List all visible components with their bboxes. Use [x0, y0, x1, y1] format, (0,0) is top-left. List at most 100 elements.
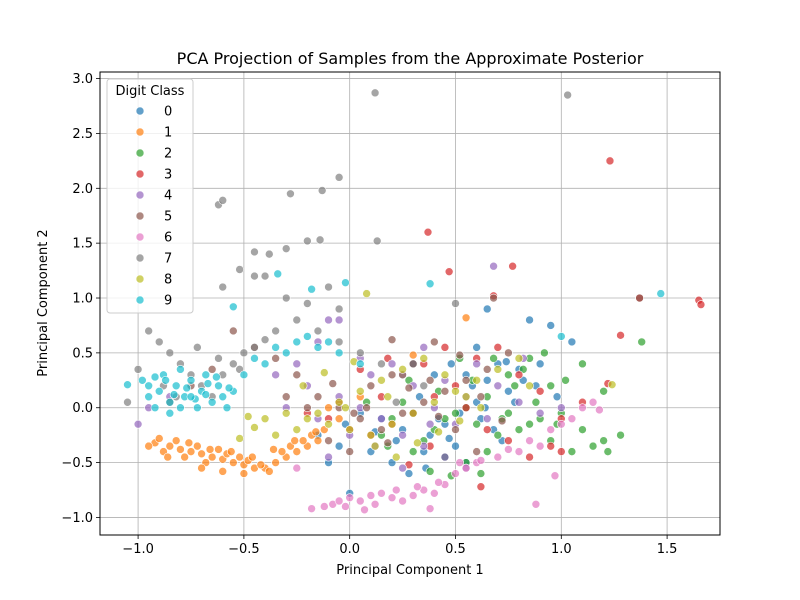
data-point-class-5	[328, 379, 338, 388]
data-point-class-7	[563, 90, 572, 100]
data-point-class-8	[430, 397, 439, 407]
y-tick-label: 1.0	[72, 292, 93, 307]
data-point-class-5	[489, 293, 498, 303]
data-point-class-5	[425, 376, 435, 385]
legend-items: 0 1 2 3 4 5 6 7 8 9	[135, 105, 172, 309]
data-point-class-4	[556, 403, 566, 413]
data-point-class-3	[423, 227, 433, 237]
data-point-class-0	[391, 436, 401, 445]
data-point-class-9	[150, 372, 160, 382]
y-tick-label: 3.0	[72, 72, 93, 87]
data-point-class-8	[324, 419, 333, 429]
data-point-class-4	[324, 452, 333, 462]
data-point-class-8	[377, 376, 386, 385]
data-point-class-5	[434, 412, 443, 421]
data-point-class-6	[434, 478, 443, 487]
data-point-class-9	[203, 379, 213, 388]
data-point-class-7	[292, 315, 302, 325]
data-point-class-8	[525, 381, 534, 391]
data-point-class-8	[298, 381, 308, 391]
legend-marker	[135, 211, 145, 221]
data-point-class-5	[455, 350, 465, 360]
data-point-class-8	[476, 403, 486, 413]
data-point-class-5	[271, 354, 280, 363]
data-point-class-7	[123, 397, 132, 407]
data-point-class-7	[165, 348, 175, 358]
data-point-class-8	[341, 403, 350, 413]
data-point-class-6	[320, 502, 329, 511]
legend-label: 1	[164, 126, 172, 141]
data-point-class-1	[197, 463, 206, 473]
y-tick-label: −0.5	[61, 456, 93, 471]
data-point-class-2	[451, 408, 460, 418]
data-point-class-9	[165, 408, 175, 418]
data-point-class-4	[489, 261, 498, 271]
data-point-class-1	[205, 445, 215, 454]
data-point-class-8	[370, 441, 380, 451]
legend-marker	[135, 274, 145, 284]
plot-frame	[99, 71, 721, 536]
data-point-class-9	[144, 392, 153, 402]
data-point-class-6	[567, 414, 577, 424]
data-point-class-2	[578, 359, 587, 369]
data-point-class-3	[504, 436, 513, 445]
data-point-class-1	[171, 436, 181, 445]
data-point-class-9	[201, 370, 211, 380]
data-point-class-6	[546, 425, 556, 434]
data-point-class-0	[504, 386, 513, 396]
data-point-class-1	[154, 434, 164, 443]
data-point-class-0	[482, 304, 492, 314]
data-point-class-6	[430, 489, 439, 498]
data-point-class-5	[482, 365, 492, 374]
data-point-class-2	[525, 419, 534, 429]
data-point-class-9	[239, 370, 249, 380]
data-point-class-7	[144, 326, 153, 336]
data-point-class-2	[588, 441, 598, 451]
data-point-class-9	[123, 380, 132, 389]
data-point-class-1	[324, 403, 333, 413]
data-point-class-9	[176, 403, 185, 413]
data-point-class-2	[546, 381, 556, 391]
data-point-class-1	[163, 452, 173, 462]
data-point-class-4	[419, 343, 429, 352]
data-point-class-4	[440, 452, 450, 462]
data-point-class-5	[398, 408, 407, 418]
data-point-class-5	[387, 370, 397, 380]
data-point-class-5	[362, 403, 371, 413]
legend-title: Digit Class	[116, 84, 185, 99]
data-point-class-6	[370, 499, 380, 509]
y-tick-label: 0.5	[72, 346, 93, 361]
y-tick-label: 2.5	[72, 127, 93, 142]
data-point-class-9	[260, 359, 270, 369]
legend-marker	[135, 232, 145, 242]
data-point-class-8	[472, 376, 481, 385]
data-point-class-7	[370, 88, 380, 98]
data-point-class-8	[387, 419, 397, 429]
data-point-class-9	[186, 376, 196, 385]
data-point-class-5	[349, 408, 359, 418]
legend-label: 3	[164, 168, 172, 183]
data-point-class-1	[239, 469, 249, 478]
data-point-class-7	[303, 299, 312, 308]
data-point-class-7	[260, 335, 270, 345]
data-point-class-0	[482, 376, 492, 385]
data-point-class-9	[224, 383, 234, 393]
data-point-class-5	[229, 326, 238, 336]
data-point-class-7	[281, 293, 291, 303]
data-point-class-9	[341, 278, 350, 287]
data-point-class-3	[525, 452, 534, 462]
data-point-class-7	[334, 304, 344, 314]
data-point-class-7	[260, 271, 270, 281]
data-point-class-8	[355, 386, 365, 396]
data-point-class-8	[271, 430, 280, 440]
data-point-class-8	[260, 414, 270, 424]
data-point-class-4	[271, 370, 280, 380]
data-point-class-6	[535, 441, 545, 451]
data-point-class-8	[408, 408, 418, 418]
data-point-class-2	[637, 337, 647, 347]
data-point-class-9	[556, 332, 566, 341]
data-point-class-8	[514, 354, 524, 363]
data-point-class-8	[391, 452, 401, 462]
data-point-class-1	[144, 441, 153, 451]
data-point-class-3	[696, 300, 706, 309]
